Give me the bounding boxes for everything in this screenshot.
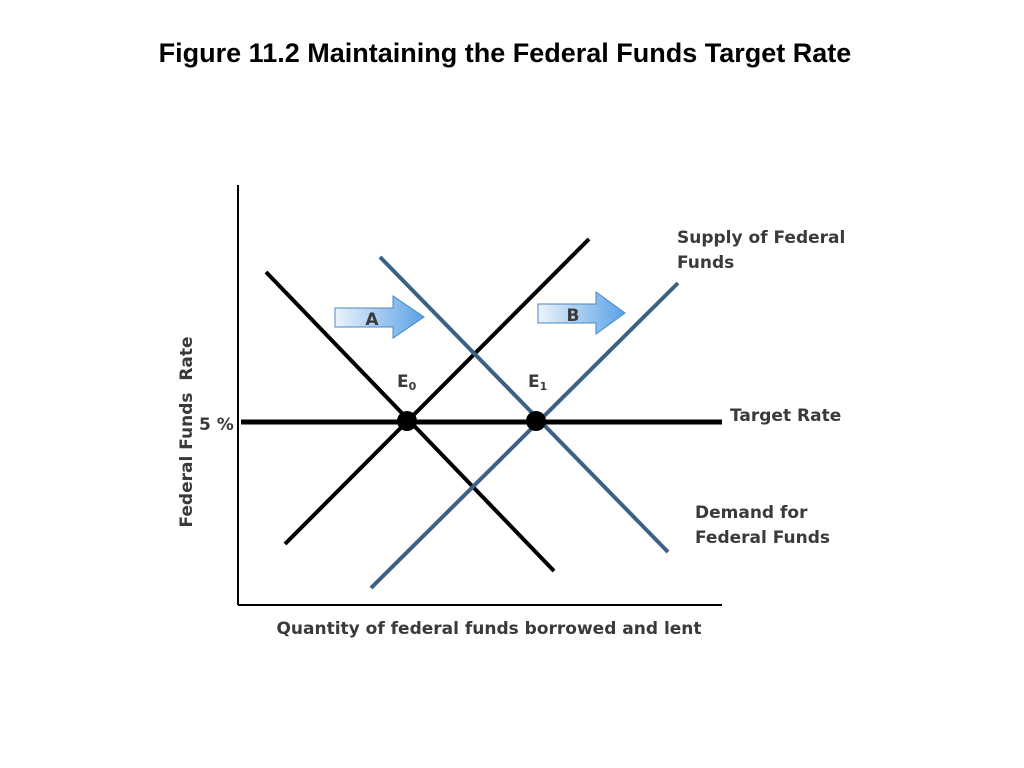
target-rate-label: Target Rate <box>730 406 841 426</box>
shift-arrow-b <box>537 291 626 335</box>
demand-label-line-1: Demand for <box>695 503 808 523</box>
x-axis-label: Quantity of federal funds borrowed and l… <box>276 619 701 639</box>
e0-subscript: 0 <box>409 380 417 393</box>
demand-label-line-2: Federal Funds <box>695 528 830 548</box>
y-axis-label: Federal Funds Rate <box>177 336 197 527</box>
demand-label: Demand for Federal Funds <box>695 503 830 548</box>
equilibrium-point-e1 <box>526 411 546 431</box>
supply-label: Supply of Federal Funds <box>677 228 851 273</box>
supply-curve-initial <box>283 237 591 546</box>
equilibrium-point-e0 <box>397 411 417 431</box>
supply-curve-shifted <box>369 281 680 590</box>
arrow-a-label: A <box>365 310 379 330</box>
equilibrium-label-e1: E1 <box>528 372 547 393</box>
y-tick-label: 5 % <box>199 415 234 435</box>
supply-label-line-1: Supply of Federal <box>677 228 845 248</box>
e1-subscript: 1 <box>540 380 548 393</box>
e0-main: E <box>397 372 409 392</box>
page-title: Figure 11.2 Maintaining the Federal Fund… <box>158 38 852 68</box>
equilibrium-label-e0: E0 <box>397 372 417 393</box>
supply-label-line-2: Funds <box>677 253 734 273</box>
shift-arrow-a <box>334 295 425 339</box>
arrow-b-label: B <box>567 306 580 326</box>
demand-curve-shifted <box>378 255 670 554</box>
e1-main: E <box>528 372 540 392</box>
